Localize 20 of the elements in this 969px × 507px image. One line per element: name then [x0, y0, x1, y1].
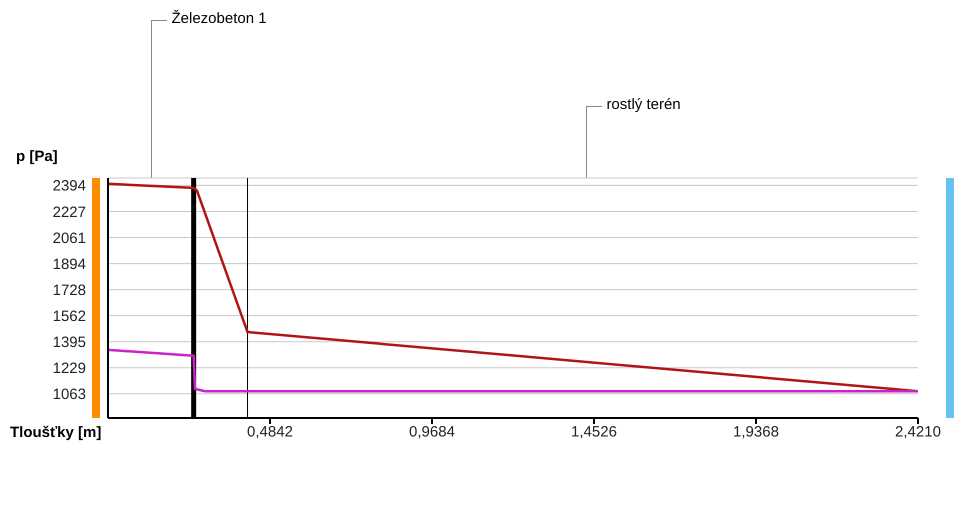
line-series [108, 182, 918, 392]
x-tick-label: 0,9684 [409, 424, 455, 441]
y-tick-label: 1728 [52, 282, 86, 299]
y-tick-label: 2061 [52, 230, 86, 247]
y-tick-label: 1562 [52, 308, 86, 325]
x-tick-label: 1,9368 [733, 424, 779, 441]
x-tick-label: 0,4842 [247, 424, 293, 441]
x-tick-label: 1,4526 [571, 424, 617, 441]
y-tick-label: 2227 [52, 204, 86, 221]
y-tick-label: 1395 [52, 334, 86, 352]
y-tick-label: 1063 [52, 386, 86, 404]
x-tick-label: 2,4210 [895, 424, 941, 441]
text: rostlý terén [606, 96, 681, 113]
y-tick-label: 1229 [52, 360, 86, 378]
y-axis-title: p [Pa] [16, 148, 58, 165]
text: Železobeton 1 [171, 10, 267, 27]
y-tick-label: 1894 [52, 256, 86, 273]
line-series [108, 348, 918, 392]
y-tick-label: 2394 [52, 178, 86, 195]
x-axis-title: Tloušťky [m] [10, 424, 102, 441]
